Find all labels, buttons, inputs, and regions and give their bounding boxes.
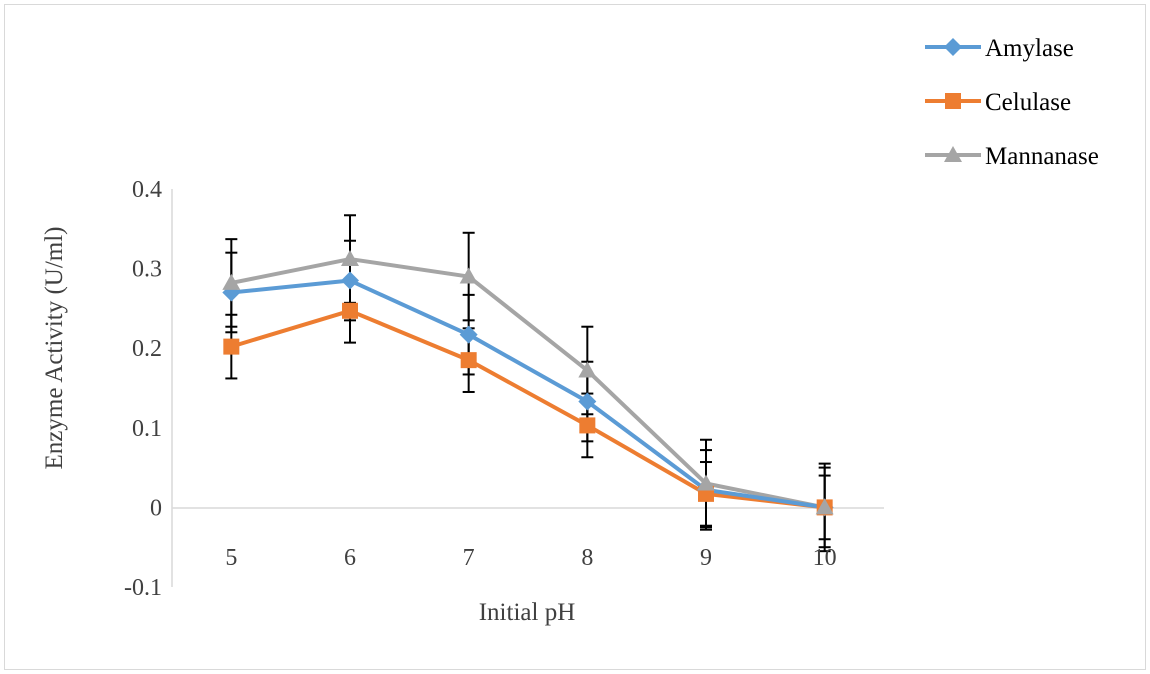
x-tick-label: 9 bbox=[700, 545, 712, 571]
x-tick-label: 8 bbox=[581, 545, 593, 571]
legend-label: Celulase bbox=[985, 89, 1071, 116]
y-tick-label: 0 bbox=[150, 495, 162, 521]
y-axis-title: Enzyme Activity (U/ml) bbox=[41, 226, 68, 469]
data-point-amylase bbox=[578, 392, 597, 411]
data-point-amylase bbox=[341, 271, 359, 290]
series-line-celulase bbox=[230, 308, 825, 510]
series-line-amylase bbox=[231, 278, 825, 510]
legend-swatch-marker bbox=[944, 38, 962, 56]
tick-labels: -0.1 0 0.1 0.2 0.3 0.4 5 6 7 8 9 10 bbox=[124, 177, 837, 601]
legend-swatch-marker bbox=[944, 146, 962, 162]
y-tick-label: 0.2 bbox=[132, 336, 162, 362]
x-tick-label: 6 bbox=[344, 545, 356, 571]
legend-item-celulase: Celulase bbox=[925, 89, 1071, 116]
legend-item-amylase: Amylase bbox=[925, 35, 1074, 62]
data-point-mannanase bbox=[578, 361, 597, 378]
y-tick-label: 0.1 bbox=[132, 416, 162, 442]
x-tick-label: 7 bbox=[463, 545, 475, 571]
data-point-mannanase bbox=[815, 498, 834, 515]
series-lines bbox=[230, 257, 826, 510]
data-point-celulase bbox=[223, 338, 240, 355]
data-point-celulase bbox=[342, 302, 358, 319]
legend-swatch-marker bbox=[945, 93, 961, 109]
x-axis-title: Initial pH bbox=[479, 599, 576, 626]
data-point-celulase bbox=[460, 352, 477, 369]
chart-frame bbox=[4, 4, 1146, 670]
legend-item-mannanase: Mannanase bbox=[925, 143, 1099, 170]
legend-label: Mannanase bbox=[985, 143, 1099, 170]
axes bbox=[171, 189, 884, 587]
data-point-mannanase bbox=[222, 273, 241, 290]
x-tick-label: 10 bbox=[813, 545, 837, 571]
y-tick-label: -0.1 bbox=[124, 575, 162, 601]
y-tick-label: 0.4 bbox=[132, 177, 162, 203]
series-markers bbox=[222, 250, 834, 517]
series-line-mannanase bbox=[230, 257, 826, 510]
y-tick-label: 0.3 bbox=[132, 257, 162, 283]
legend-label: Amylase bbox=[985, 35, 1074, 62]
data-point-mannanase bbox=[459, 267, 478, 284]
data-point-amylase bbox=[459, 325, 478, 344]
x-tick-label: 5 bbox=[225, 545, 237, 571]
data-point-celulase bbox=[579, 417, 596, 434]
data-point-mannanase bbox=[341, 250, 359, 267]
legend: Amylase Celulase Mannanase bbox=[925, 35, 1099, 170]
data-point-mannanase bbox=[697, 474, 715, 491]
